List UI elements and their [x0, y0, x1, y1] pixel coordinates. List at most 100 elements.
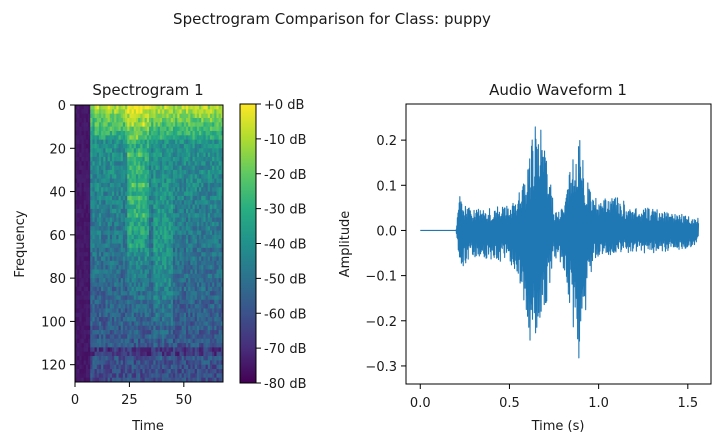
spectrogram-cell — [90, 351, 93, 357]
spectrogram-cell — [88, 278, 91, 283]
spectrogram-cell — [77, 109, 80, 115]
spectrogram-cell — [112, 156, 115, 162]
spectrogram-cell — [105, 273, 109, 279]
spectrogram-cell — [205, 334, 209, 340]
spectrogram-cell — [153, 178, 156, 184]
spectrogram-cell — [146, 126, 150, 132]
spectrogram-cell — [162, 356, 165, 361]
spectrogram-cell — [203, 213, 206, 218]
spectrogram-cell — [196, 122, 200, 128]
spectrogram-cell — [155, 286, 159, 292]
spectrogram-cell — [81, 256, 85, 262]
spectrogram-cell — [216, 304, 220, 309]
spectrogram-cell — [218, 243, 222, 249]
spectrogram-cell — [179, 217, 183, 223]
spectrogram-cell — [153, 351, 156, 357]
spectrogram-cell — [125, 200, 128, 205]
spectrogram-cell — [216, 273, 220, 279]
spectrogram-cell — [101, 364, 104, 370]
spectrogram-cell — [196, 208, 200, 214]
spectrogram-cell — [85, 291, 89, 296]
spectrogram-cell — [120, 343, 124, 348]
spectrogram-cell — [168, 109, 172, 115]
spectrogram-cell — [194, 156, 198, 162]
spectrogram-cell — [192, 291, 196, 296]
spectrogram-cell — [186, 334, 189, 340]
spectrogram-cell — [209, 377, 213, 383]
spectrogram-cell — [190, 156, 193, 162]
spectrogram-cell — [203, 351, 206, 357]
spectrogram-cell — [79, 117, 82, 123]
spectrogram-cell — [155, 312, 159, 318]
spectrogram-cell — [105, 334, 109, 340]
spectrogram-cell — [94, 191, 98, 197]
spectrogram-cell — [144, 360, 148, 366]
spectrogram-cell — [79, 252, 82, 257]
spectrogram-cell — [153, 221, 156, 227]
spectrogram-cell — [151, 230, 154, 236]
spectrogram-cell — [94, 143, 98, 149]
spectrogram-cell — [103, 343, 106, 348]
spectrogram-cell — [175, 295, 178, 301]
spectrogram-cell — [207, 230, 211, 236]
spectrogram-cell — [118, 182, 122, 188]
spectrogram-cell — [75, 304, 78, 309]
spectrogram-cell — [205, 269, 209, 275]
spectrogram-cell — [144, 187, 148, 192]
spectrogram-cell — [214, 156, 217, 162]
spectrogram-cell — [220, 148, 224, 154]
spectrogram-cell — [138, 161, 141, 166]
spectrogram-cell — [177, 364, 180, 370]
spectrogram-cell — [203, 265, 206, 270]
spectrogram-cell — [183, 161, 187, 166]
spectrogram-cell — [140, 143, 143, 149]
spectrogram-cell — [105, 347, 109, 353]
spectrogram-cell — [125, 321, 128, 327]
spectrogram-cell — [207, 109, 211, 115]
spectrogram-cell — [199, 122, 202, 128]
spectrogram-cell — [212, 364, 215, 370]
spectrogram-cell — [172, 169, 176, 175]
spectrogram-cell — [166, 295, 169, 301]
spectrogram-cell — [109, 161, 113, 166]
spectrogram-cell — [107, 317, 111, 322]
spectrogram-cell — [209, 191, 213, 197]
spectrogram-cell — [205, 178, 209, 184]
spectrogram-cell — [170, 109, 174, 115]
spectrogram-cell — [75, 360, 78, 366]
spectrogram-cell — [170, 247, 174, 253]
spectrogram-cell — [109, 174, 113, 179]
spectrogram-cell — [140, 369, 143, 374]
spectrogram-cell — [120, 369, 124, 374]
spectrogram-cell — [186, 169, 189, 175]
spectrogram-cell — [159, 239, 163, 244]
spectrogram-cell — [125, 130, 128, 136]
spectrogram-cell — [85, 139, 89, 145]
spectrogram-cell — [166, 338, 169, 344]
spectrogram-cell — [122, 165, 126, 171]
spectrogram-cell — [83, 330, 87, 335]
spectrogram-cell — [107, 217, 111, 223]
spectrogram-cell — [153, 334, 156, 340]
spectrogram-cell — [155, 334, 159, 340]
spectrogram-cell — [81, 282, 85, 288]
spectrogram-cell — [216, 165, 220, 171]
spectrogram-cell — [138, 178, 141, 184]
spectrogram-cell — [155, 330, 159, 335]
spectrogram-cell — [133, 187, 137, 192]
spectrogram-cell — [186, 356, 189, 361]
spectrogram-cell — [199, 295, 202, 301]
spectrogram-cell — [188, 208, 191, 214]
spectrogram-cell — [101, 282, 104, 288]
spectrogram-cell — [203, 230, 206, 236]
spectrogram-cell — [218, 252, 222, 257]
spectrogram-cell — [149, 364, 152, 370]
spectrogram-cell — [114, 169, 117, 175]
spectrogram-cell — [194, 226, 198, 231]
spectrogram-cell — [98, 105, 102, 110]
spectrogram-cell — [88, 213, 91, 218]
spectrogram-cell — [107, 347, 111, 353]
spectrogram-cell — [214, 243, 217, 249]
spectrogram-cell — [207, 152, 211, 158]
spectrogram-cell — [92, 347, 95, 353]
